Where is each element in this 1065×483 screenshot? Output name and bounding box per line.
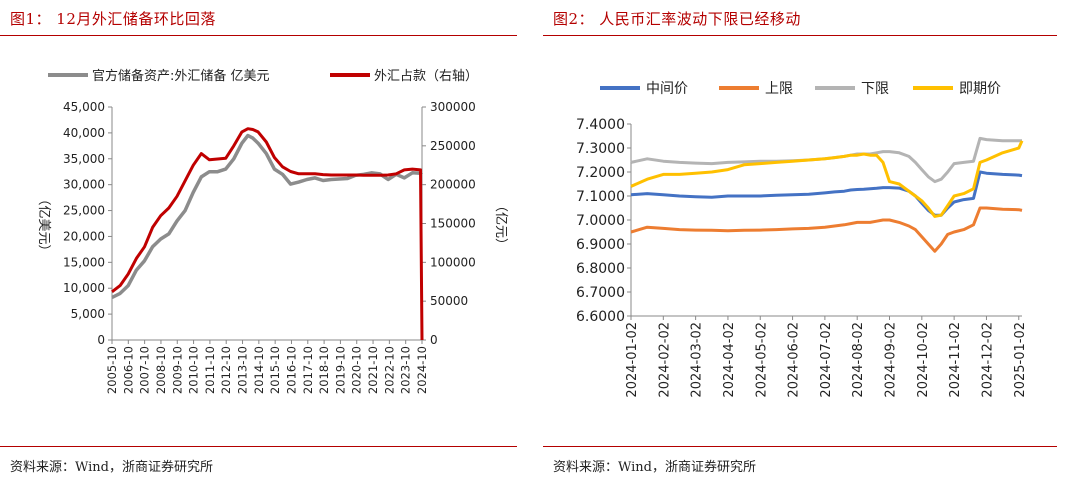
chart2-series-3-line bbox=[630, 140, 1024, 218]
y-tick-label: 7.0000 bbox=[576, 213, 625, 229]
y-tick-label: 6.7000 bbox=[576, 285, 625, 301]
x-tick-label: 2015-10 bbox=[268, 346, 282, 394]
y-tick-label: 30,000 bbox=[63, 178, 105, 192]
legend-label: 即期价 bbox=[959, 81, 1001, 97]
x-tick-label: 2024-03-02 bbox=[690, 322, 705, 398]
y2-tick-label: 100000 bbox=[430, 255, 476, 269]
x-tick-label: 2021-10 bbox=[366, 346, 380, 394]
y-tick-label: 40,000 bbox=[63, 126, 105, 140]
x-tick-label: 2019-10 bbox=[333, 346, 347, 394]
x-tick-label: 2024-02-02 bbox=[657, 322, 672, 398]
chart2-series-0-line bbox=[630, 170, 1023, 217]
y-tick-label: 7.1000 bbox=[576, 189, 625, 205]
right-panel-title: 图2： 人民币汇率波动下限已经移动 bbox=[553, 10, 801, 28]
y2-tick-label: 300000 bbox=[430, 100, 476, 114]
x-tick-label: 2024-04-02 bbox=[722, 322, 737, 398]
right-top-rule bbox=[543, 35, 1057, 36]
left-source-note: 资料来源：Wind，浙商证券研究所 bbox=[10, 460, 213, 475]
x-tick-label: 2016-10 bbox=[284, 346, 298, 394]
x-tick-label: 2020-10 bbox=[350, 346, 364, 394]
right-source-note: 资料来源：Wind，浙商证券研究所 bbox=[553, 460, 756, 475]
y-tick-label: 10,000 bbox=[63, 281, 105, 295]
y-tick-label: 6.8000 bbox=[576, 261, 625, 277]
left-panel: 图1： 12月外汇储备环比回落 0 5,000 10,000 15,000 20,000… bbox=[0, 0, 522, 483]
x-tick-label: 2024-01-02 bbox=[625, 322, 640, 398]
right-axis-title: （亿元） bbox=[493, 199, 508, 251]
x-tick-label: 2024-11-02 bbox=[948, 322, 963, 398]
y-tick-label: 0 bbox=[97, 333, 105, 347]
y-tick-label: 7.4000 bbox=[576, 117, 625, 133]
right-panel: 图2： 人民币汇率波动下限已经移动 6.6000 6.7000 6.8000 6.90… bbox=[543, 0, 1065, 483]
x-tick-label: 2025-01-02 bbox=[1013, 322, 1028, 398]
x-tick-label: 2024-07-02 bbox=[819, 322, 834, 398]
x-tick-label: 2023-10 bbox=[399, 346, 413, 394]
x-tick-label: 2024-10 bbox=[415, 346, 429, 394]
chart2-series-1-line bbox=[630, 206, 1023, 253]
y2-tick-label: 200000 bbox=[430, 178, 476, 192]
y-tick-label: 6.6000 bbox=[576, 309, 625, 325]
x-tick-label: 2009-10 bbox=[170, 346, 184, 394]
x-tick-label: 2010-10 bbox=[187, 346, 201, 394]
y-tick-label: 7.3000 bbox=[576, 141, 625, 157]
left-bottom-rule bbox=[0, 446, 517, 447]
x-tick-label: 2005-10 bbox=[105, 346, 119, 394]
right-bottom-rule bbox=[543, 446, 1057, 447]
x-tick-label: 2024-05-02 bbox=[754, 322, 769, 398]
y-tick-label: 6.9000 bbox=[576, 237, 625, 253]
x-tick-label: 2024-12-02 bbox=[980, 322, 995, 398]
x-tick-label: 2024-10-02 bbox=[916, 322, 931, 398]
left-axis-title: （亿美元） bbox=[36, 192, 51, 257]
y2-tick-label: 150000 bbox=[430, 217, 476, 231]
x-tick-label: 2024-06-02 bbox=[787, 322, 802, 398]
x-tick-label: 2006-10 bbox=[121, 346, 135, 394]
y-tick-label: 7.2000 bbox=[576, 165, 625, 181]
right-chart: 6.6000 6.7000 6.8000 6.9000 7.0000 7.1000 7.20… bbox=[576, 81, 1028, 398]
legend-label: 官方储备资产:外汇储备 亿美元 bbox=[92, 68, 270, 84]
x-tick-label: 2008-10 bbox=[154, 346, 168, 394]
x-tick-label: 2014-10 bbox=[252, 346, 266, 394]
y-tick-label: 15,000 bbox=[63, 255, 105, 269]
y2-tick-label: 50000 bbox=[430, 294, 468, 308]
y-tick-label: 45,000 bbox=[63, 100, 105, 114]
x-tick-label: 2017-10 bbox=[301, 346, 315, 394]
legend-label: 上限 bbox=[765, 81, 793, 97]
y2-tick-label: 0 bbox=[430, 333, 438, 347]
chart1-series-0-line bbox=[111, 133, 424, 300]
x-tick-label: 2018-10 bbox=[317, 346, 331, 394]
y-tick-label: 20,000 bbox=[63, 229, 105, 243]
y-tick-label: 25,000 bbox=[63, 204, 105, 218]
x-tick-label: 2007-10 bbox=[138, 346, 152, 394]
x-tick-label: 2012-10 bbox=[219, 346, 233, 394]
y2-tick-label: 250000 bbox=[430, 139, 476, 153]
chart2-series-2-line bbox=[630, 136, 1022, 184]
y-tick-label: 35,000 bbox=[63, 152, 105, 166]
x-tick-label: 2024-08-02 bbox=[851, 322, 866, 398]
left-panel-title: 图1： 12月外汇储备环比回落 bbox=[10, 10, 216, 28]
x-tick-label: 2022-10 bbox=[382, 346, 396, 394]
y-tick-label: 5,000 bbox=[71, 307, 105, 321]
x-tick-label: 2024-09-02 bbox=[884, 322, 899, 398]
left-top-rule bbox=[0, 35, 517, 36]
x-tick-label: 2013-10 bbox=[236, 346, 250, 394]
chart1-series-1-line bbox=[111, 127, 424, 341]
left-chart: 0 5,000 10,000 15,000 20,000 25,000 30,000 35,0… bbox=[36, 68, 508, 394]
legend-label: 中间价 bbox=[646, 81, 688, 97]
x-tick-label: 2011-10 bbox=[203, 346, 217, 394]
legend-label: 外汇占款（右轴） bbox=[374, 69, 478, 84]
legend-label: 下限 bbox=[861, 81, 889, 97]
